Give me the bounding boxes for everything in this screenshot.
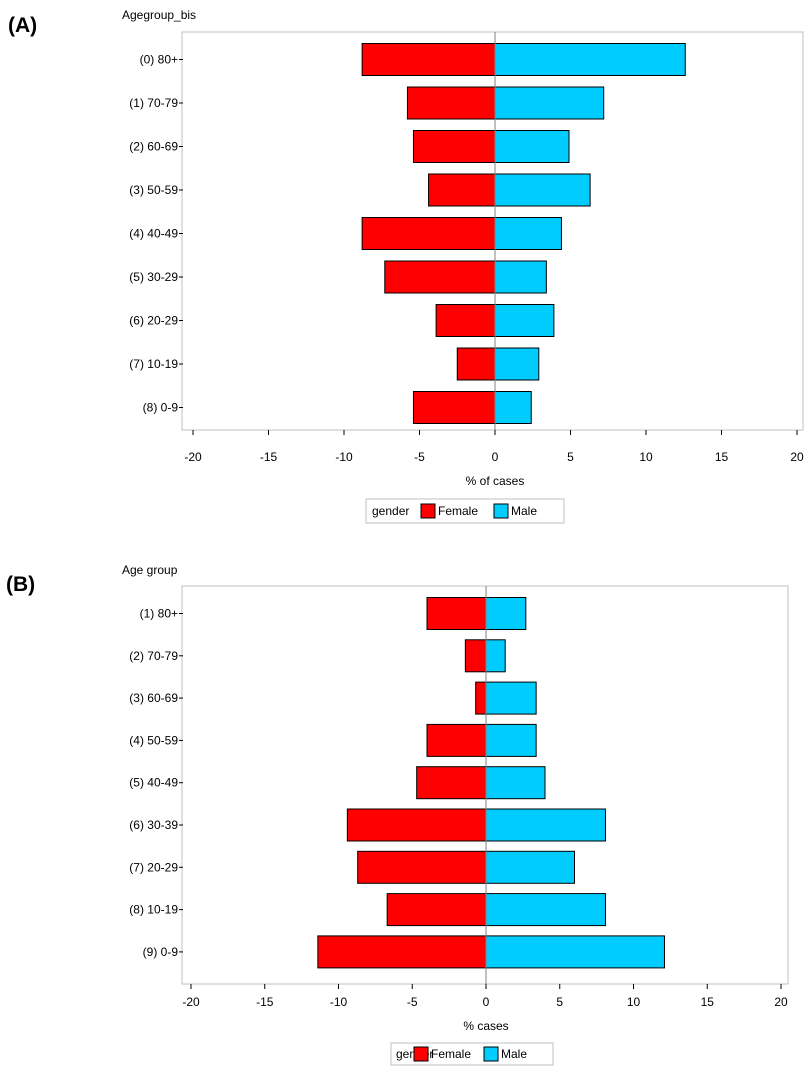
panel-b-x-tick-label: -20 — [182, 995, 200, 1009]
panel-a-legend: gender Female Male — [365, 498, 565, 524]
panel-a-x-tick-label: 15 — [715, 450, 729, 464]
panel-a-bar-male — [494, 217, 562, 250]
panel-a-legend-swatch-male — [493, 503, 509, 519]
panel-b-category-label: (6) 30-39 — [129, 818, 178, 832]
panel-b-bar-male — [485, 681, 537, 715]
panel-b-legend-swatch-female — [413, 1046, 429, 1062]
panel-b-x-tick-label: -10 — [330, 995, 348, 1009]
panel-a-bar-female — [412, 391, 496, 424]
panel-a-x-tick-label: 10 — [639, 450, 653, 464]
panel-b-ylabel: Age group — [122, 563, 178, 577]
panel-b-legend-box — [390, 1042, 554, 1066]
panel-b-legend-female: Female — [431, 1047, 471, 1061]
panel-a-category-label: (3) 50-59 — [129, 183, 178, 197]
panel-b-legend: gender Female Male — [390, 1042, 554, 1066]
panel-a-category-label: (4) 40-49 — [129, 227, 178, 241]
panel-a-ylabel: Agegroup_bis — [122, 8, 196, 22]
panel-a-chart: (0) 80+ (1) 70-79 (2) 60-69 (3) 50-59 (4) 40… — [129, 32, 804, 464]
panel-b-bar-female — [346, 808, 487, 842]
panel-a-bar-female — [361, 43, 496, 76]
panel-b-bar-male — [485, 723, 537, 757]
panel-b-x-tick-label: -15 — [256, 995, 274, 1009]
panel-a-x-tick-label: 20 — [790, 450, 804, 464]
panel-b-category-label: (4) 50-59 — [129, 733, 178, 747]
panel-a-category-label: (1) 70-79 — [129, 96, 178, 110]
panel-b-legend-swatch-male — [483, 1046, 499, 1062]
panel-a-category-label: (2) 60-69 — [129, 140, 178, 154]
panel-b-bar-male — [485, 935, 665, 969]
panel-b-bar-female — [426, 597, 487, 630]
panel-a-category-label: (5) 30-29 — [129, 270, 178, 284]
panel-b-x-tick-label: 0 — [483, 995, 490, 1009]
panel-a-x-tick-label: -5 — [414, 450, 425, 464]
panel-b-category-label: (7) 20-29 — [129, 860, 178, 874]
panel-b-bar-female — [426, 723, 487, 757]
panel-a-bar-female — [428, 173, 496, 207]
panel-a-label: (A) — [8, 14, 37, 37]
panel-b-bar-female — [386, 893, 487, 927]
panel-b-legend-male: Male — [501, 1047, 527, 1061]
panel-b-category-label: (1) 80+ — [140, 607, 178, 621]
panel-a-bar-female — [384, 260, 496, 294]
panel-a-bar-female — [406, 86, 496, 120]
panel-a-x-tick-label: -15 — [260, 450, 278, 464]
panel-b-bar-male — [485, 808, 606, 842]
panel-a-legend-female: Female — [438, 504, 478, 518]
panel-a-bar-male — [494, 86, 605, 120]
panel-b-category-label: (3) 60-69 — [129, 691, 178, 705]
panel-a-bar-female — [412, 130, 496, 163]
panel-b-x-tick-label: 10 — [627, 995, 641, 1009]
panel-b-category-label: (8) 10-19 — [129, 903, 178, 917]
panel-a-bar-female — [456, 347, 496, 381]
panel-a-bar-female — [435, 304, 496, 337]
panel-a-x-tick-label: 0 — [492, 450, 499, 464]
panel-a-bar-male — [494, 260, 547, 294]
panel-a-category-label: (8) 0-9 — [143, 401, 179, 415]
panel-b-bar-female — [416, 766, 487, 800]
panel-b-bar-male — [485, 850, 575, 884]
panel-a-bar-male — [494, 304, 555, 337]
panel-a-bar-male — [494, 347, 540, 381]
panel-b-category-label: (9) 0-9 — [143, 945, 179, 959]
panel-b-category-label: (5) 40-49 — [129, 776, 178, 790]
panel-a-category-label: (0) 80+ — [140, 53, 178, 67]
panel-a-category-label: (7) 10-19 — [129, 357, 178, 371]
panel-b-bar-male — [485, 597, 527, 630]
panel-b-xlabel: % cases — [463, 1019, 508, 1033]
panel-a-xlabel: % of cases — [466, 474, 525, 488]
panel-b-label: (B) — [6, 573, 35, 596]
panel-a-bar-male — [494, 130, 570, 163]
panel-b-bar-female — [464, 639, 487, 673]
panel-b-bar-female — [357, 850, 487, 884]
panel-b-bar-female — [317, 935, 487, 969]
panel-a-legend-title: gender — [372, 504, 409, 518]
panel-a-legend-box — [365, 498, 565, 524]
panel-a-legend-male: Male — [511, 504, 537, 518]
panel-b-bar-female — [475, 681, 487, 715]
panel-b-category-label: (2) 70-79 — [129, 649, 178, 663]
panel-a-bar-male — [494, 43, 686, 76]
panel-a-category-label: (6) 20-29 — [129, 314, 178, 328]
panel-a-bar-female — [361, 217, 496, 250]
panel-b-chart: (1) 80+ (2) 70-79 (3) 60-69 (4) 50-59 (5) 40… — [129, 586, 788, 1009]
panel-b-x-tick-label: -5 — [407, 995, 418, 1009]
panel-b-bar-male — [485, 893, 606, 927]
panel-a-x-tick-label: -20 — [184, 450, 202, 464]
panel-a-x-tick-label: -10 — [335, 450, 353, 464]
panel-a-bar-male — [494, 391, 532, 424]
panel-a-x-tick-label: 5 — [567, 450, 574, 464]
panel-a-bar-male — [494, 173, 591, 207]
panel-b-x-tick-label: 5 — [556, 995, 563, 1009]
panel-b-x-tick-label: 20 — [774, 995, 788, 1009]
panel-b-x-tick-label: 15 — [701, 995, 715, 1009]
panel-b-bar-male — [485, 639, 506, 673]
panel-a-legend-swatch-female — [420, 503, 436, 519]
panel-b-bar-male — [485, 766, 546, 800]
